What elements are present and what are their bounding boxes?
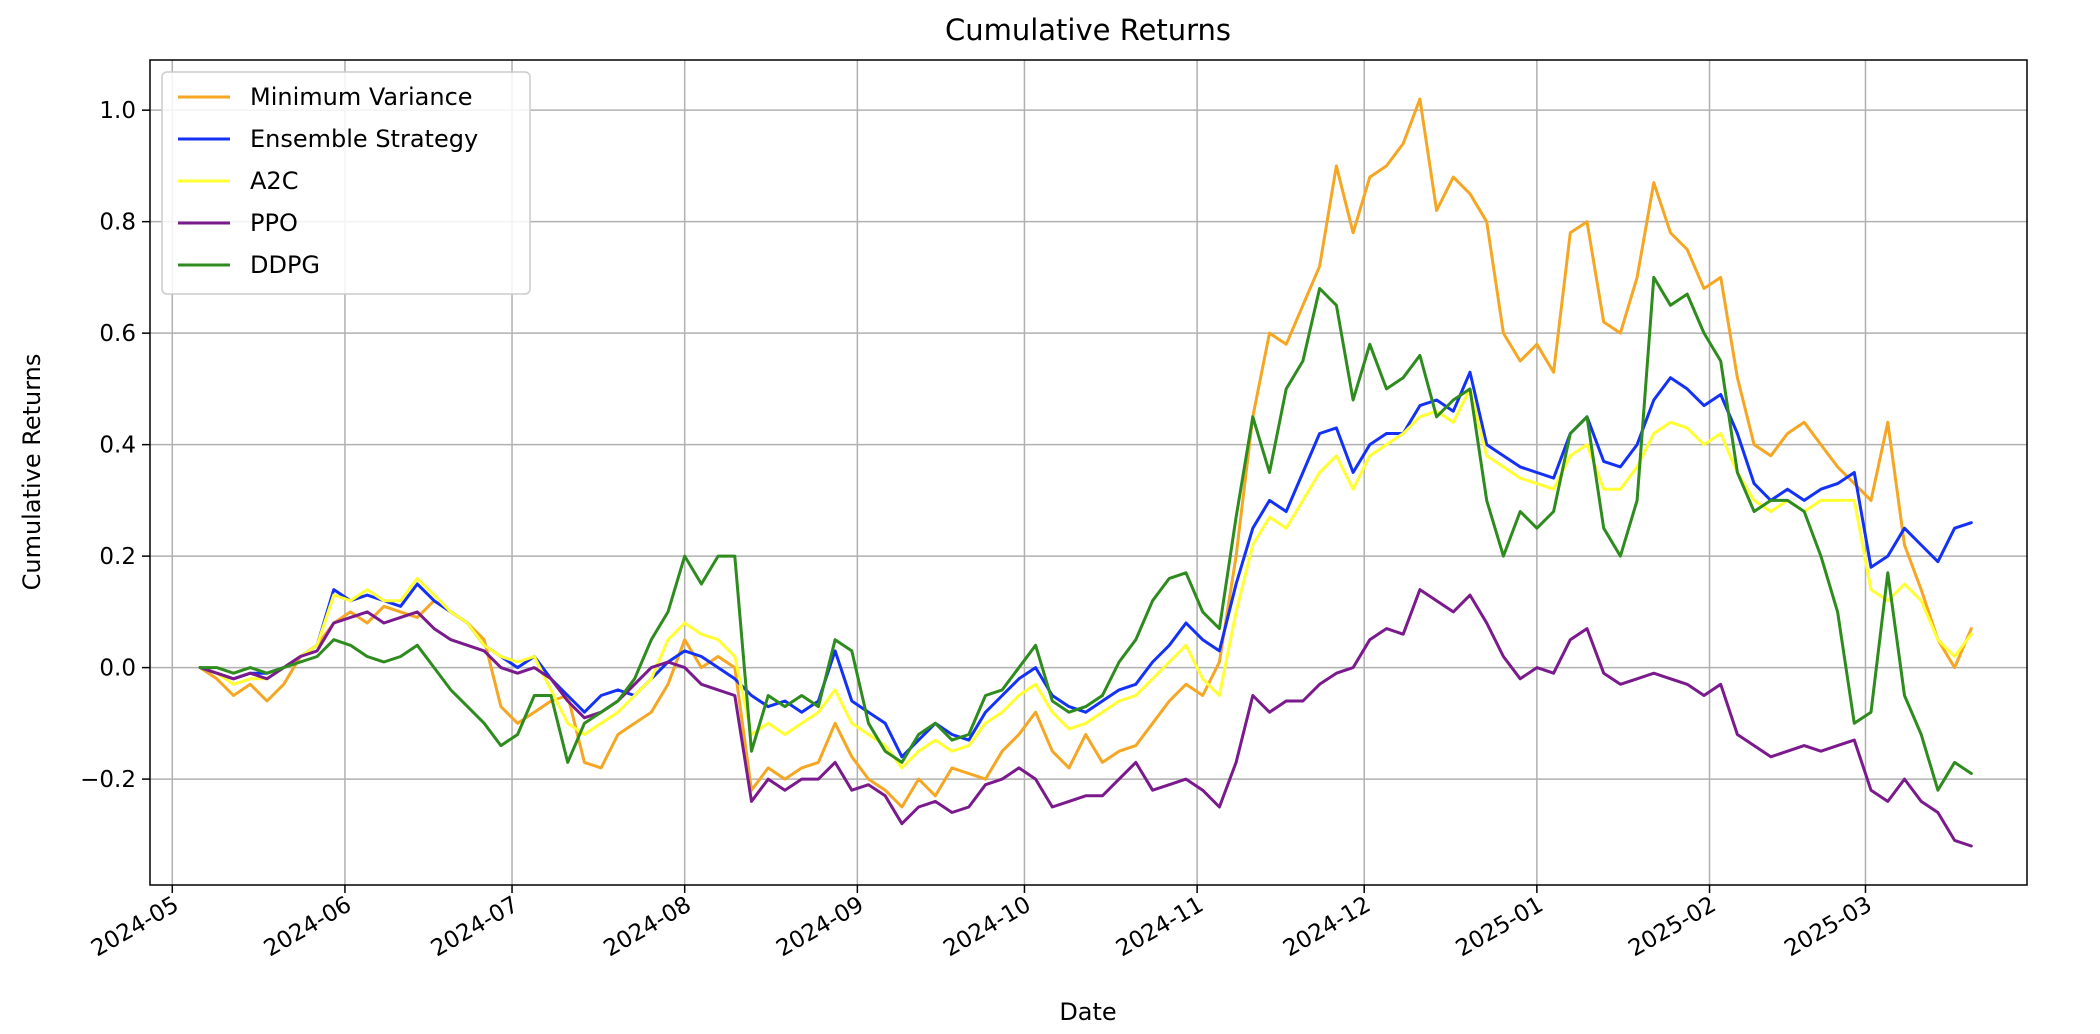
legend-label: Ensemble Strategy: [250, 125, 478, 153]
series-line-minimum-variance: [198, 97, 1973, 809]
plot-frame: [149, 59, 2028, 886]
x-axis-label: Date: [1059, 998, 1116, 1026]
legend: Minimum Variance Ensemble Strategy A2C PPO D…: [161, 71, 531, 295]
legend-label: Minimum Variance: [250, 83, 473, 111]
series-line-ddpg: [198, 275, 1973, 792]
y-tick-label: 1.0: [99, 98, 136, 124]
series-line-ppo: [198, 588, 1973, 848]
chart-title: Cumulative Returns: [945, 13, 1231, 47]
y-tick-label: 0.8: [99, 210, 136, 236]
legend-label: PPO: [250, 209, 298, 237]
y-tick-label: −0.2: [80, 767, 136, 793]
y-tick-label: 0.6: [99, 321, 136, 347]
legend-box: [161, 71, 531, 295]
y-axis-ticks: −0.2 0.0 0.2 0.4 0.6 0.8 1.0: [80, 98, 150, 793]
series-line-a2c: [198, 387, 1973, 770]
y-axis-label: Cumulative Returns: [18, 354, 46, 591]
legend-label: DDPG: [250, 251, 320, 279]
legend-label: A2C: [250, 167, 298, 195]
y-tick-label: 0.2: [99, 544, 136, 570]
series-lines: [198, 97, 1973, 848]
y-tick-label: 0.4: [99, 433, 136, 459]
y-tick-label: 0.0: [99, 656, 136, 682]
